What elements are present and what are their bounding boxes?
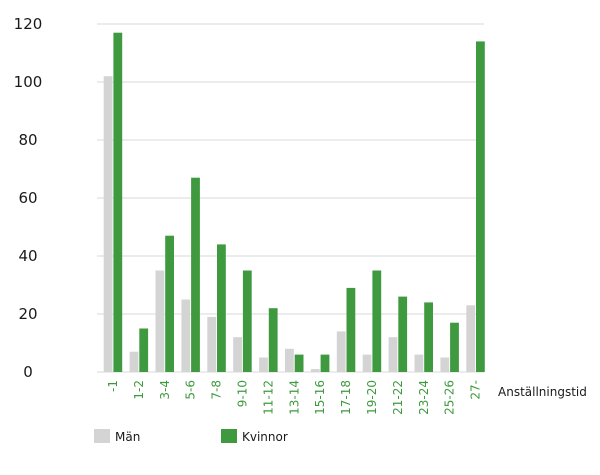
bar-kvinnor-6: [268, 308, 278, 372]
x-tick-label: 15-16: [313, 380, 327, 415]
bars: [103, 32, 485, 373]
bar-man-4: [207, 316, 217, 372]
x-tick-label: 11-12: [261, 380, 275, 415]
bar-kvinnor-3: [191, 177, 200, 372]
y-tick-label: 60: [18, 189, 37, 207]
bar-man-1: [129, 351, 139, 372]
bar-man-8: [310, 369, 320, 372]
x-axis-ticks: -1 1-2 3-4 5-6 7-8 9-10 11-12 13-14 15-16 17-18 19…: [106, 380, 483, 415]
x-tick-label: 17-18: [339, 380, 353, 415]
y-tick-label: 20: [18, 305, 37, 323]
bar-kvinnor-12: [424, 302, 433, 372]
bar-man-5: [233, 337, 242, 372]
x-tick-label: 5-6: [184, 380, 198, 400]
bar-kvinnor-8: [320, 354, 330, 372]
y-tick-label: 120: [14, 15, 43, 33]
legend-swatch: [221, 429, 237, 443]
bar-man-13: [440, 357, 450, 372]
x-tick-label: 1-2: [132, 380, 146, 400]
bar-man-2: [155, 270, 165, 372]
bar-kvinnor-5: [242, 270, 252, 372]
x-tick-label: 19-20: [365, 380, 379, 415]
x-tick-label: 3-4: [158, 380, 172, 400]
bar-man-7: [285, 348, 294, 372]
bar-kvinnor-1: [139, 328, 149, 372]
bar-kvinnor-9: [346, 287, 356, 372]
bar-kvinnor-11: [398, 296, 408, 372]
bar-kvinnor-14: [476, 41, 485, 373]
legend-label: Kvinnor: [242, 430, 288, 444]
bar-kvinnor-4: [217, 244, 226, 372]
legend-swatch: [94, 429, 110, 443]
legend-label: Män: [115, 430, 140, 444]
x-axis-title: Anställningstid: [498, 385, 587, 399]
bar-man-3: [181, 299, 191, 372]
bar-kvinnor-7: [294, 354, 304, 372]
bar-man-10: [362, 354, 372, 372]
bar-man-11: [388, 337, 398, 372]
bar-man-12: [414, 354, 424, 372]
bar-kvinnor-13: [450, 322, 459, 372]
x-tick-label: 9-10: [235, 380, 249, 407]
y-axis-ticks: 0 20 40 60 80 100 120: [14, 15, 43, 381]
bar-kvinnor-2: [165, 235, 174, 372]
x-tick-label: 27-: [469, 380, 483, 400]
x-tick-label: 23-24: [417, 380, 431, 415]
x-tick-label: 13-14: [287, 380, 301, 415]
y-tick-label: 40: [18, 247, 37, 265]
legend: Män Kvinnor: [94, 429, 288, 444]
bar-kvinnor-0: [113, 32, 123, 372]
bar-man-0: [103, 76, 113, 372]
bar-man-14: [466, 305, 476, 372]
bar-man-6: [259, 357, 268, 372]
x-tick-label: -1: [106, 380, 120, 392]
x-tick-label: 21-22: [391, 380, 405, 415]
x-tick-label: 25-26: [443, 380, 457, 415]
x-tick-label: 7-8: [210, 380, 224, 400]
y-tick-label: 100: [14, 73, 43, 91]
bar-kvinnor-10: [372, 270, 382, 372]
y-tick-label: 0: [23, 363, 33, 381]
y-tick-label: 80: [18, 131, 37, 149]
bar-man-9: [336, 331, 346, 372]
